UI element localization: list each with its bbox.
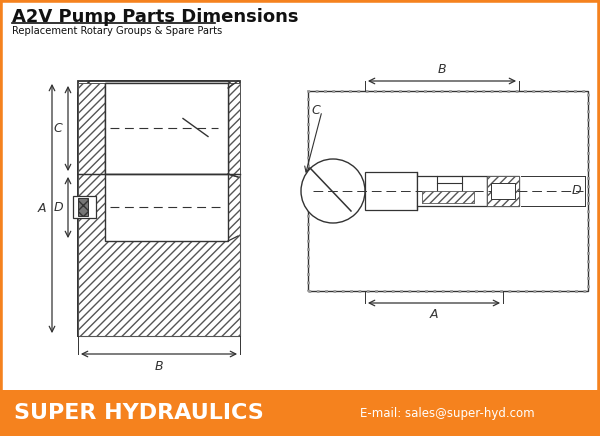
Text: A: A — [38, 202, 46, 215]
Bar — [78, 174, 240, 336]
Text: B: B — [437, 63, 446, 76]
Circle shape — [301, 159, 365, 223]
Text: C: C — [311, 105, 320, 117]
Bar — [487, 176, 519, 206]
Text: E-mail: sales@super-hyd.com: E-mail: sales@super-hyd.com — [360, 406, 535, 419]
Bar — [365, 172, 417, 210]
Bar — [0, 390, 600, 436]
Bar — [78, 83, 240, 174]
Text: D: D — [571, 184, 581, 198]
Bar — [105, 83, 228, 174]
Bar — [491, 183, 515, 199]
Bar — [78, 198, 88, 217]
Bar — [78, 81, 240, 336]
Bar — [422, 191, 474, 203]
Bar — [105, 174, 228, 241]
Text: A: A — [430, 308, 438, 321]
Bar — [487, 176, 519, 206]
Bar — [78, 83, 105, 174]
Polygon shape — [78, 81, 240, 336]
Bar — [422, 191, 474, 203]
Text: Replacement Rotary Groups & Spare Parts: Replacement Rotary Groups & Spare Parts — [12, 26, 222, 36]
Bar — [73, 197, 96, 218]
Text: SUPER HYDRAULICS: SUPER HYDRAULICS — [14, 403, 264, 423]
Text: D: D — [53, 201, 63, 214]
Text: C: C — [53, 122, 62, 135]
Bar — [308, 91, 588, 291]
Bar — [308, 91, 588, 291]
Bar — [417, 176, 487, 206]
Text: A2V Pump Parts Dimensions: A2V Pump Parts Dimensions — [12, 8, 299, 26]
Text: B: B — [155, 360, 163, 373]
Bar — [105, 83, 228, 174]
